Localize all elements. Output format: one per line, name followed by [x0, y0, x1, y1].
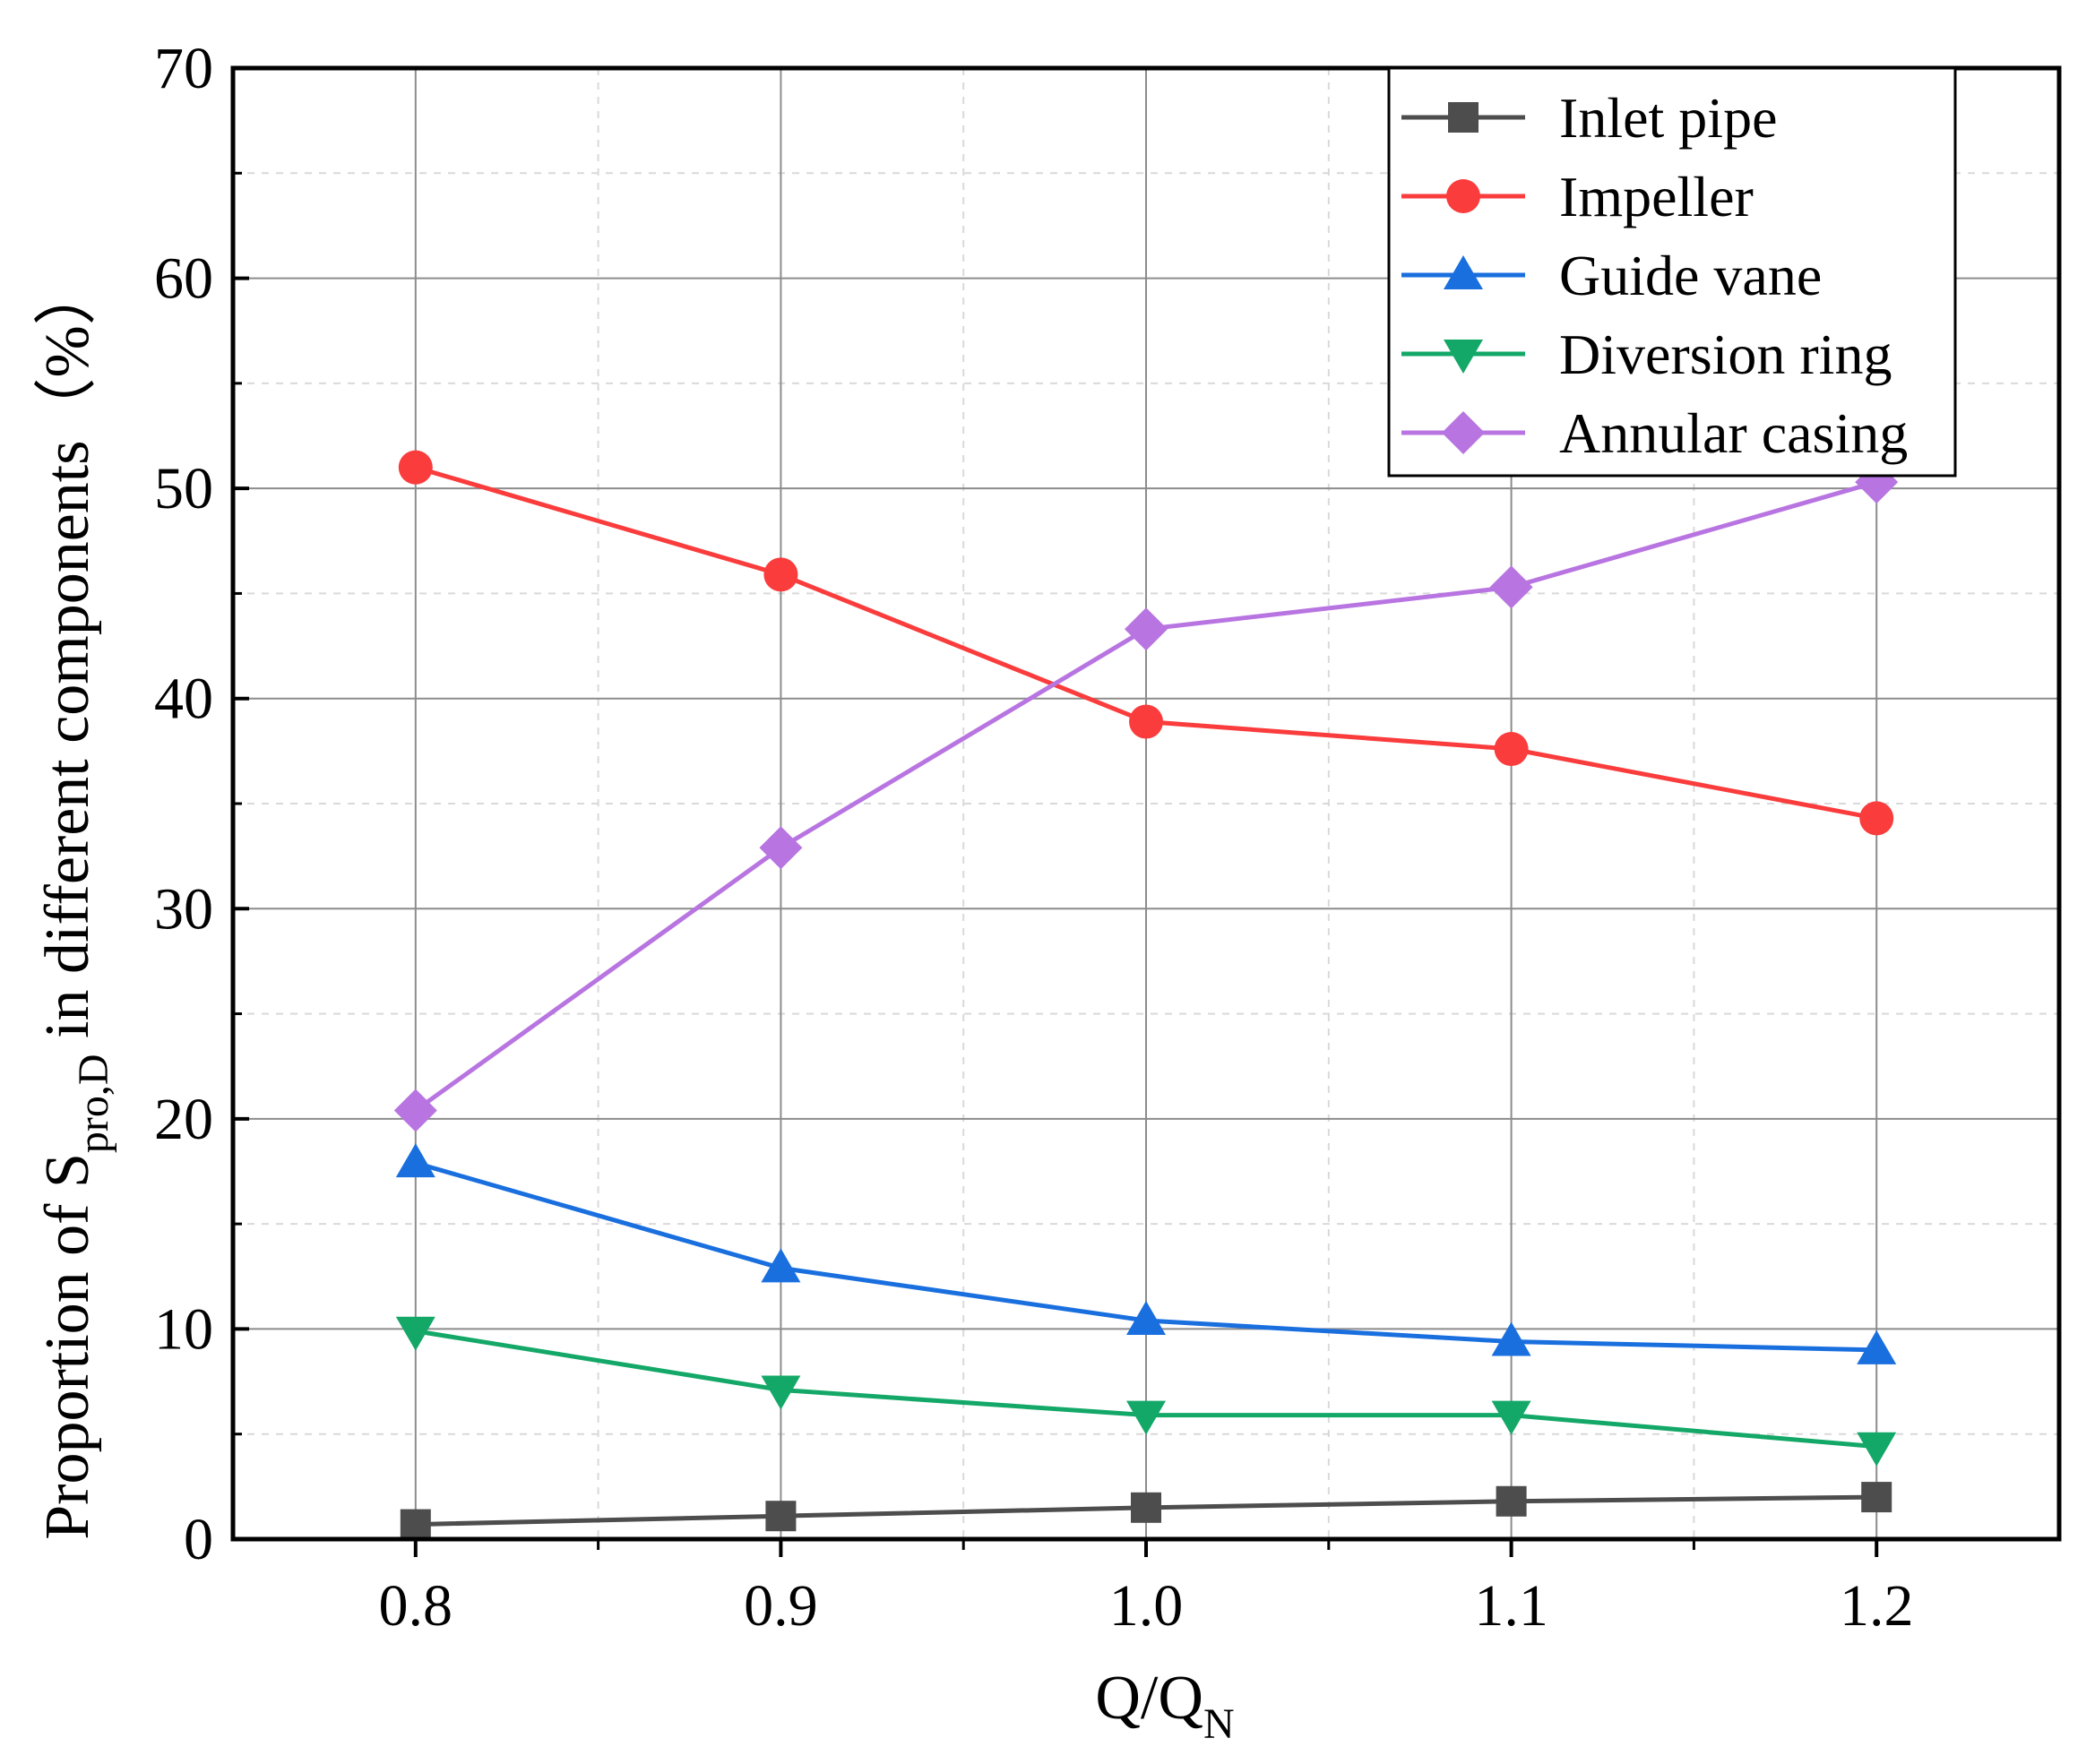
legend-label-diversion-ring: Diversion ring: [1559, 323, 1892, 386]
series-guide-vane: [395, 1143, 1897, 1364]
legend-entry-diversion-ring: Diversion ring: [1401, 323, 1892, 386]
data-point-inlet-pipe: [1496, 1485, 1527, 1517]
data-point-inlet-pipe: [400, 1509, 431, 1540]
x-tick-label: 1.2: [1840, 1573, 1914, 1639]
y-axis-title: Proportion of Spro,D in different compon…: [33, 262, 117, 1540]
x-tick-label: 1.1: [1474, 1573, 1548, 1639]
legend-label-annular-casing: Annular casing: [1559, 401, 1908, 465]
data-point-inlet-pipe: [765, 1501, 797, 1532]
data-point-annular-casing: [1125, 607, 1168, 651]
legend-entry-annular-casing: Annular casing: [1401, 401, 1908, 465]
data-point-diversion-ring: [1491, 1400, 1531, 1435]
data-point-impeller: [398, 450, 433, 485]
legend: Inlet pipe Impeller Guide vane Diversion ri…: [1387, 66, 1957, 478]
series-layer: [393, 450, 1899, 1540]
data-point-guide-vane: [395, 1143, 435, 1178]
legend-label-guide-vane: Guide vane: [1559, 244, 1822, 307]
legend-label-impeller: Impeller: [1559, 165, 1754, 228]
data-point-impeller: [1129, 704, 1163, 739]
legend-marker-inlet-pipe: [1448, 102, 1479, 133]
y-tick-label: 50: [154, 456, 213, 521]
grid: [233, 68, 2059, 1539]
series-annular-casing: [393, 460, 1899, 1132]
series-inlet-pipe: [400, 1482, 1892, 1540]
legend-box: [1387, 66, 1957, 478]
y-tick-label: 60: [154, 246, 213, 312]
data-point-guide-vane: [1857, 1329, 1897, 1364]
y-tick-label: 0: [184, 1507, 213, 1572]
y-tick-label: 10: [154, 1296, 213, 1362]
y-tick-label: 20: [154, 1087, 213, 1152]
data-point-inlet-pipe: [1861, 1482, 1892, 1513]
y-tick-label: 70: [154, 36, 213, 101]
data-point-impeller: [1859, 801, 1894, 836]
data-point-diversion-ring: [1857, 1432, 1897, 1467]
x-tick-label: 0.8: [379, 1573, 453, 1639]
legend-marker-guide-vane: [1444, 255, 1483, 289]
x-axis-title: Q/QN: [1095, 1664, 1234, 1748]
data-point-annular-casing: [393, 1089, 437, 1132]
data-point-diversion-ring: [395, 1316, 435, 1351]
legend-marker-diversion-ring: [1444, 340, 1483, 374]
axes: 0 10 20 30 40 50 60 70 0.8 0.9 1.0 1.1 1.2: [154, 36, 2062, 1639]
x-tick-label: 1.0: [1109, 1573, 1184, 1639]
data-point-impeller: [1494, 732, 1529, 767]
data-point-annular-casing: [1489, 565, 1533, 609]
data-point-impeller: [763, 557, 798, 592]
data-point-guide-vane: [1126, 1301, 1166, 1336]
data-point-diversion-ring: [761, 1375, 801, 1410]
data-point-guide-vane: [761, 1248, 801, 1283]
y-tick-label: 40: [154, 667, 213, 732]
data-point-diversion-ring: [1126, 1400, 1166, 1435]
x-tick-label: 0.9: [744, 1573, 818, 1639]
series-impeller: [398, 450, 1894, 836]
series-diversion-ring: [395, 1316, 1897, 1467]
data-point-inlet-pipe: [1131, 1492, 1161, 1523]
y-tick-label: 30: [154, 876, 213, 942]
legend-label-inlet-pipe: Inlet pipe: [1559, 86, 1777, 150]
legend-marker-annular-casing: [1442, 411, 1485, 454]
data-point-annular-casing: [759, 826, 803, 870]
legend-entry-inlet-pipe: Inlet pipe: [1401, 86, 1777, 150]
data-point-guide-vane: [1491, 1321, 1531, 1356]
legend-marker-impeller: [1446, 179, 1480, 213]
legend-entry-impeller: Impeller: [1401, 165, 1754, 228]
legend-entry-guide-vane: Guide vane: [1401, 244, 1822, 307]
